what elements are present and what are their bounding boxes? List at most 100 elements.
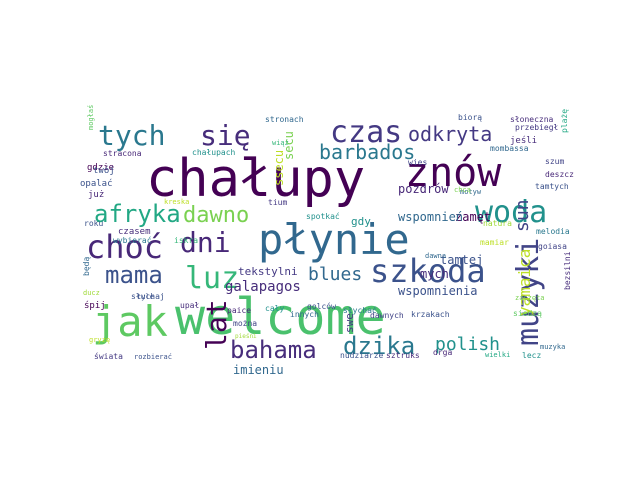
cloud-word: czas: [330, 115, 402, 150]
cloud-word: ducz: [83, 289, 100, 297]
cloud-word: bahama: [230, 336, 317, 364]
cloud-word: stracona: [103, 149, 142, 158]
cloud-word: świata: [94, 351, 123, 361]
cloud-word: bezsilni: [563, 251, 572, 290]
cloud-word: dzika: [343, 332, 415, 360]
cloud-word: innych: [290, 310, 319, 319]
cloud-word: śpij: [84, 300, 106, 311]
cloud-word: paice: [227, 306, 251, 315]
cloud-word: mama: [105, 261, 163, 289]
cloud-word: deszcz: [545, 170, 574, 179]
cloud-word: upał: [180, 301, 199, 310]
cloud-word: lecz: [522, 351, 541, 360]
cloud-word: secu: [282, 131, 296, 160]
cloud-word: mombassa: [490, 144, 529, 153]
cloud-word: woda: [475, 195, 547, 230]
cloud-word: yamaica: [515, 249, 534, 316]
cloud-word: zaczęta: [515, 294, 545, 302]
cloud-word: szkoda: [370, 252, 486, 290]
cloud-word: czasem: [118, 227, 151, 237]
cloud-word: wybierać: [113, 235, 152, 245]
cloud-word: imieniu: [233, 363, 284, 377]
cloud-word: biorą: [458, 113, 482, 122]
cloud-word: znów: [405, 150, 502, 196]
cloud-word: blues: [308, 264, 362, 285]
cloud-background: [80, 96, 582, 362]
cloud-word: nudziarze: [340, 351, 384, 360]
cloud-word: pieśni: [235, 333, 257, 340]
cloud-word: gdzie: [87, 163, 114, 173]
cloud-word: wiąż: [272, 139, 289, 147]
cloud-word: roku: [84, 219, 103, 228]
cloud-word: tych: [98, 119, 165, 152]
cloud-word: dawna: [425, 252, 446, 260]
cloud-word: dawno: [183, 203, 249, 228]
cloud-word: choć: [86, 228, 163, 266]
cloud-word: przebiegł: [515, 123, 559, 132]
cloud-word: cały: [265, 304, 284, 313]
cloud-word: wies: [408, 158, 427, 167]
cloud-word: dawnych: [370, 311, 404, 320]
cloud-word: sun: [512, 199, 533, 232]
cloud-word: opalać: [80, 178, 113, 189]
cloud-word: chałupach: [192, 148, 236, 157]
cloud-word: wspomnień: [398, 210, 463, 224]
cloud-word: wspomnienia: [398, 284, 477, 298]
cloud-word: ssecu: [272, 150, 286, 186]
cloud-word: gryzę: [89, 336, 110, 344]
cloud-word: słychać: [343, 305, 377, 315]
cloud-word: chcą: [454, 186, 471, 194]
cloud-word: siedzą: [513, 309, 542, 318]
cloud-word: gdy: [351, 215, 371, 228]
cloud-word: motyw: [460, 188, 482, 196]
cloud-word: swe: [343, 313, 356, 333]
cloud-word: tyle: [137, 293, 154, 301]
cloud-word: się: [200, 119, 251, 152]
cloud-word: mamiar: [480, 238, 509, 247]
cloud-word: tamtych: [535, 182, 569, 191]
cloud-word: welcome: [175, 288, 386, 346]
cloud-word: iskra: [174, 236, 198, 245]
cloud-word: mogłaś: [87, 105, 95, 130]
cloud-word: galapagos: [225, 279, 301, 295]
cloud-word: szum: [545, 157, 564, 166]
cloud-word: dni: [180, 226, 231, 259]
cloud-word: jak: [92, 297, 168, 346]
cloud-word: słuchaj: [131, 292, 165, 301]
cloud-word: luz: [185, 261, 239, 296]
cloud-word: melodia: [536, 227, 570, 236]
cloud-word: goiasa: [538, 242, 567, 251]
cloud-word: muzyka: [540, 343, 565, 351]
cloud-word: już: [88, 190, 104, 200]
cloud-word: można: [233, 319, 257, 328]
cloud-word: plażę: [560, 109, 569, 133]
cloud-word: krzakach: [411, 310, 450, 319]
cloud-word: stronach: [265, 115, 304, 124]
cloud-word: kreska: [164, 198, 189, 206]
cloud-word: afryka: [94, 200, 181, 228]
cloud-word: muzyki: [511, 238, 546, 346]
cloud-word: tium: [268, 198, 287, 207]
cloud-word: pozdrów: [398, 182, 449, 196]
cloud-word: mych: [420, 267, 449, 281]
cloud-word: sztruks: [386, 351, 420, 360]
cloud-word: spotkać: [306, 211, 340, 221]
cloud-word: wielki: [485, 351, 510, 359]
cloud-word: golców: [307, 301, 336, 311]
cloud-word: zamęt: [455, 210, 491, 224]
cloud-word: natura: [483, 219, 512, 228]
cloud-word: będą: [82, 257, 91, 276]
cloud-word: tamtej: [440, 253, 483, 267]
cloud-word: słoneczna: [510, 115, 554, 124]
cloud-word: tekstylni: [238, 265, 298, 278]
cloud-word: polish: [435, 334, 500, 355]
cloud-word: rozbierać: [134, 353, 172, 361]
cloud-word: płynie: [258, 215, 410, 264]
cloud-word: chałupy: [146, 149, 365, 209]
cloud-word: odkryta: [408, 122, 492, 146]
cloud-word: jeśli: [510, 135, 537, 146]
cloud-word: barbados: [319, 140, 415, 164]
cloud-word: twój: [93, 165, 115, 176]
